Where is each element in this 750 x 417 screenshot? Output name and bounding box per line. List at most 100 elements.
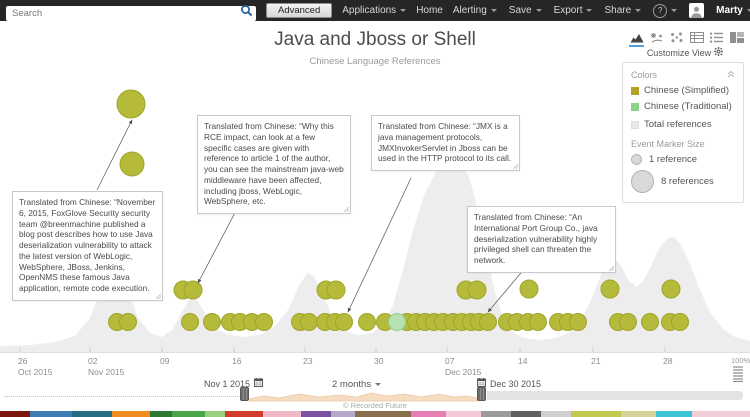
axis-tick-label: 14: [518, 356, 528, 366]
event-bubble-simplified[interactable]: [181, 313, 199, 331]
category-color-segment: [481, 411, 511, 417]
legend-item-label: Chinese (Traditional): [644, 101, 732, 112]
list-view-icon[interactable]: [709, 30, 724, 47]
advanced-button[interactable]: Advanced: [266, 3, 333, 18]
menu-applications-label: Applications: [342, 5, 397, 16]
category-color-segment: [72, 411, 112, 417]
event-bubble-simplified[interactable]: [326, 280, 346, 300]
scrubber-end-label: Dec 30 2015: [490, 378, 542, 389]
chevron-down-icon: [586, 9, 593, 12]
zoom-slider-icon[interactable]: [733, 366, 743, 387]
category-color-segment: [541, 411, 571, 417]
treemap-view-icon[interactable]: [729, 30, 744, 47]
menu-user[interactable]: Marty: [716, 5, 750, 16]
customize-view-button[interactable]: Customize View: [625, 47, 745, 58]
event-bubble-simplified[interactable]: [183, 280, 203, 300]
category-color-segment: [656, 411, 692, 417]
scrubber-start-label: Nov 1 2015: [204, 378, 251, 389]
scrubber-start-handle[interactable]: [240, 387, 249, 401]
axis-tick-label: 21: [591, 356, 601, 366]
view-mode-toolbar: [629, 30, 744, 47]
scrubber-end-date[interactable]: Dec 30 2015: [477, 378, 541, 389]
legend-panel: Colors Chinese (Simplified) Chinese (Tra…: [622, 62, 744, 203]
event-bubble-simplified[interactable]: [529, 313, 547, 331]
category-color-segment: [263, 411, 301, 417]
category-color-strip: [0, 411, 750, 417]
search-icon[interactable]: [240, 4, 253, 22]
calendar-icon[interactable]: [254, 378, 264, 389]
table-view-icon[interactable]: [689, 30, 704, 47]
resize-handle-icon[interactable]: [343, 206, 350, 213]
page-title: Java and Jboss or Shell: [274, 29, 476, 50]
collapse-icon[interactable]: [727, 70, 735, 80]
network-view-icon[interactable]: [669, 30, 684, 47]
menu-home[interactable]: Home: [416, 5, 443, 16]
event-bubble-simplified[interactable]: [519, 279, 539, 299]
event-bubble-simplified[interactable]: [671, 313, 689, 331]
calendar-icon[interactable]: [477, 378, 486, 389]
menu-export[interactable]: Export: [554, 5, 593, 16]
menu-applications[interactable]: Applications: [342, 5, 407, 16]
event-bubble-simplified[interactable]: [661, 279, 681, 299]
event-bubble-simplified[interactable]: [479, 313, 497, 331]
axis-tick-label: 16: [232, 356, 242, 366]
event-bubble-simplified[interactable]: [619, 313, 637, 331]
category-color-segment: [571, 411, 621, 417]
event-bubble-simplified[interactable]: [119, 151, 145, 177]
category-color-segment: [446, 411, 481, 417]
chevron-down-icon: [671, 9, 678, 12]
legend-size-label: 1 reference: [649, 154, 698, 165]
event-bubble-simplified[interactable]: [203, 313, 221, 331]
scrubber-end-handle[interactable]: [477, 387, 486, 401]
menu-share[interactable]: Share: [604, 5, 642, 16]
events-view-icon[interactable]: [649, 30, 664, 47]
category-color-segment: [172, 411, 205, 417]
annotation-note[interactable]: Translated from Chinese: “An Internation…: [467, 206, 616, 273]
annotation-note[interactable]: Translated from Chinese: “November 6, 20…: [12, 191, 163, 302]
event-bubble-simplified[interactable]: [569, 313, 587, 331]
event-bubble-traditional[interactable]: [388, 313, 406, 331]
menu-export-label: Export: [553, 5, 583, 16]
event-bubble-simplified[interactable]: [335, 313, 353, 331]
range-selector[interactable]: 2 months: [332, 379, 382, 390]
search-input[interactable]: [6, 6, 256, 21]
event-bubble-simplified[interactable]: [467, 280, 487, 300]
annotation-note[interactable]: Translated from Chinese: “JMX is a java …: [371, 115, 520, 172]
event-bubble-simplified[interactable]: [119, 313, 137, 331]
category-color-segment: [621, 411, 656, 417]
legend-item-simplified[interactable]: Chinese (Simplified): [631, 85, 735, 96]
scrubber-start-date[interactable]: Nov 1 2015: [204, 378, 264, 389]
menu-alerting[interactable]: Alerting: [453, 5, 497, 16]
annotation-note[interactable]: Translated from Chinese: “Why this RCE i…: [197, 115, 351, 215]
category-color-segment: [112, 411, 150, 417]
avatar[interactable]: [689, 3, 705, 18]
gear-icon: [714, 47, 724, 58]
resize-handle-icon[interactable]: [155, 293, 162, 300]
help-icon: ?: [653, 3, 668, 18]
simplified-swatch: [631, 86, 639, 95]
menu-home-label: Home: [416, 5, 443, 16]
event-bubble-simplified[interactable]: [641, 313, 659, 331]
event-bubble-simplified[interactable]: [255, 313, 273, 331]
menu-share-label: Share: [604, 5, 632, 16]
customize-view-label: Customize View: [646, 47, 712, 58]
timeline-view-icon[interactable]: [629, 30, 644, 47]
menu-help[interactable]: ?: [653, 3, 678, 18]
event-bubble-simplified[interactable]: [600, 279, 620, 299]
category-color-segment: [692, 411, 750, 417]
chevron-down-icon: [535, 9, 542, 12]
annotation-arrow: [96, 119, 133, 191]
small-marker-icon: [631, 154, 642, 165]
legend-item-traditional[interactable]: Chinese (Traditional): [631, 101, 735, 112]
resize-handle-icon[interactable]: [512, 163, 519, 170]
menu-save[interactable]: Save: [509, 5, 542, 16]
event-bubble-simplified[interactable]: [116, 89, 146, 119]
resize-handle-icon[interactable]: [608, 265, 615, 272]
legend-item-total[interactable]: Total references: [631, 119, 735, 130]
event-bubble-simplified[interactable]: [358, 313, 376, 331]
legend-size-large: 8 references: [631, 170, 735, 193]
event-bubble-simplified[interactable]: [300, 313, 318, 331]
axis-tick-label: 30: [374, 356, 384, 366]
category-color-segment: [30, 411, 72, 417]
